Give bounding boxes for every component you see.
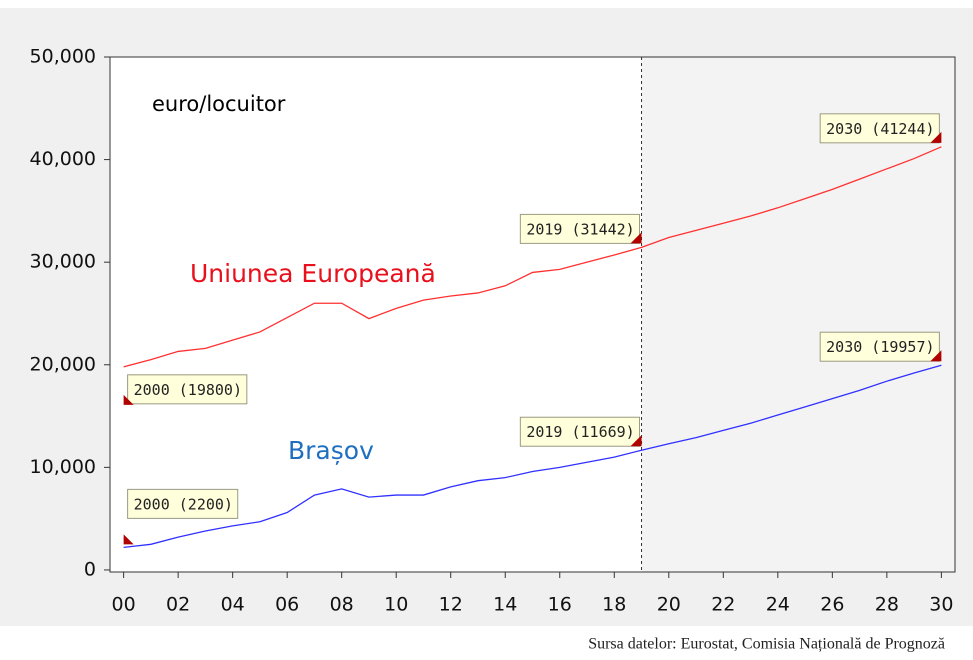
y-tick-label: 0 [84, 558, 96, 580]
y-tick-label: 30,000 [30, 251, 96, 273]
y-tick-label: 20,000 [30, 353, 96, 375]
x-tick-label: 02 [166, 594, 190, 616]
annotation-marker [930, 131, 942, 143]
x-tick-label: 30 [929, 594, 953, 616]
y-tick-label: 10,000 [30, 456, 96, 478]
x-tick-label: 18 [602, 594, 626, 616]
series-line [123, 364, 942, 549]
x-tick-label: 14 [493, 594, 517, 616]
annotation-marker [630, 435, 642, 447]
x-tick-label: 06 [275, 594, 299, 616]
plot-area: 0 10,000 20,000 30,000 40,000 50,000 00 02 04 06 0… [30, 46, 956, 616]
x-tick-label: 10 [384, 594, 408, 616]
annotation-box [519, 416, 641, 447]
x-tick-label: 22 [711, 594, 735, 616]
annotation-box [819, 331, 940, 362]
x-tick-label: 28 [875, 594, 899, 616]
x-tick-label: 08 [330, 594, 354, 616]
annotation-box [127, 488, 239, 519]
x-tick-label: 00 [112, 594, 136, 616]
annotation-box [819, 113, 940, 144]
annotation-label: 2019 (11669) [526, 423, 634, 441]
y-axis-label: euro/locuitor [152, 92, 286, 116]
source-note: Sursa datelor: Eurostat, Comisia Naționa… [588, 636, 945, 653]
annotation-label: 2019 (31442) [526, 220, 634, 238]
x-tick-label: 20 [657, 594, 681, 616]
annotation-label: 2030 (19957) [826, 338, 934, 356]
series-label: Uniunea Europeană [190, 259, 436, 288]
annotation-label: 2000 (19800) [134, 381, 242, 399]
x-tick-label: 26 [820, 594, 844, 616]
x-tick-label: 16 [548, 594, 572, 616]
series-line [123, 146, 942, 368]
annotation-label: 2030 (41244) [826, 120, 934, 138]
y-tick-label: 40,000 [30, 148, 96, 170]
x-tick-label: 12 [439, 594, 463, 616]
annotation-marker [630, 232, 642, 244]
annotation-label: 2000 (2200) [134, 495, 233, 513]
annotation-marker [930, 350, 942, 362]
annotation-marker [123, 394, 134, 405]
annotation-box [127, 374, 248, 405]
plot-border [109, 56, 956, 573]
x-tick-label: 04 [221, 594, 245, 616]
annotation-marker [123, 534, 134, 545]
x-tick-label: 24 [766, 594, 790, 616]
series-label: Brașov [288, 436, 374, 465]
y-tick-label: 50,000 [30, 46, 96, 68]
annotation-box [519, 213, 641, 244]
